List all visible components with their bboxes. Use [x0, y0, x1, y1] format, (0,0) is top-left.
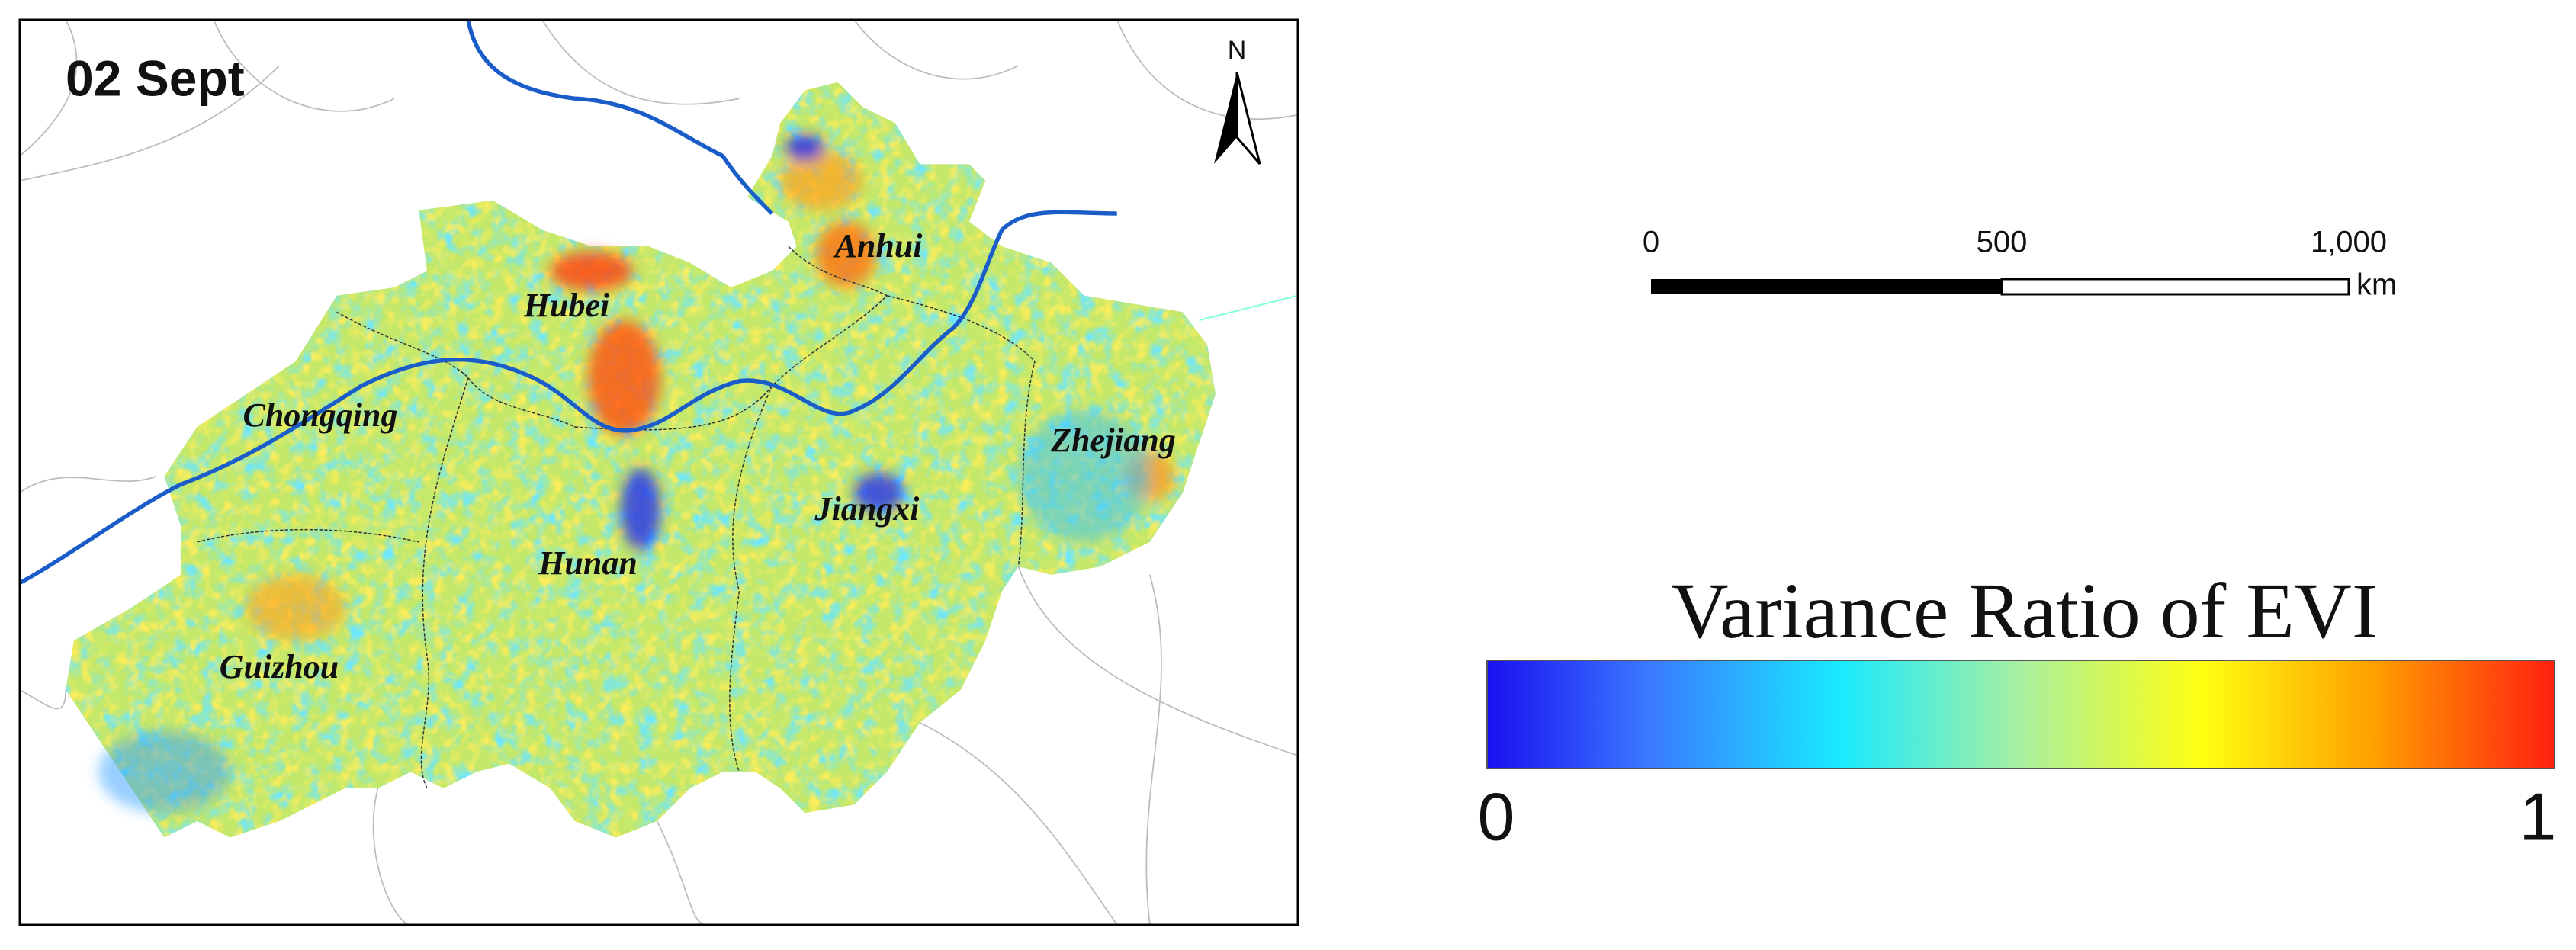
scale-bar: 0 500 1,000 km	[1643, 226, 2397, 302]
scale-label: 0	[1643, 226, 1659, 259]
map-frame	[18, 18, 1299, 926]
neighbor-boundaries	[20, 20, 1298, 925]
scale-label: 500	[1977, 226, 2028, 259]
province-label: Hunan	[538, 544, 638, 582]
legend: Variance Ratio of EVI 0 1	[1478, 567, 2557, 854]
province-label: Jiangxi	[814, 490, 920, 528]
evi-hotspots	[98, 134, 1175, 814]
legend-title: Variance Ratio of EVI	[1672, 567, 2378, 655]
evi-texture-high	[66, 82, 1216, 838]
scale-unit: km	[2356, 268, 2397, 302]
province-label: Guizhou	[220, 648, 339, 685]
color-ramp	[1486, 660, 2555, 769]
north-arrow: N	[1214, 36, 1261, 165]
province-label: Hubei	[523, 287, 610, 324]
map-title: 02 Sept	[66, 50, 245, 106]
north-label: N	[1228, 36, 1247, 65]
map: 02 Sept N Hubei Anhui Chongqing Zhejiang…	[20, 20, 1298, 925]
province-label: Anhui	[833, 227, 923, 265]
scale-label: 1,000	[2311, 226, 2387, 259]
province-label: Zhejiang	[1050, 422, 1176, 459]
rivers	[20, 20, 1298, 586]
province-label: Chongqing	[243, 396, 398, 434]
legend-max: 1	[2520, 778, 2557, 854]
province-boundaries	[197, 246, 1036, 789]
legend-min: 0	[1478, 778, 1515, 854]
